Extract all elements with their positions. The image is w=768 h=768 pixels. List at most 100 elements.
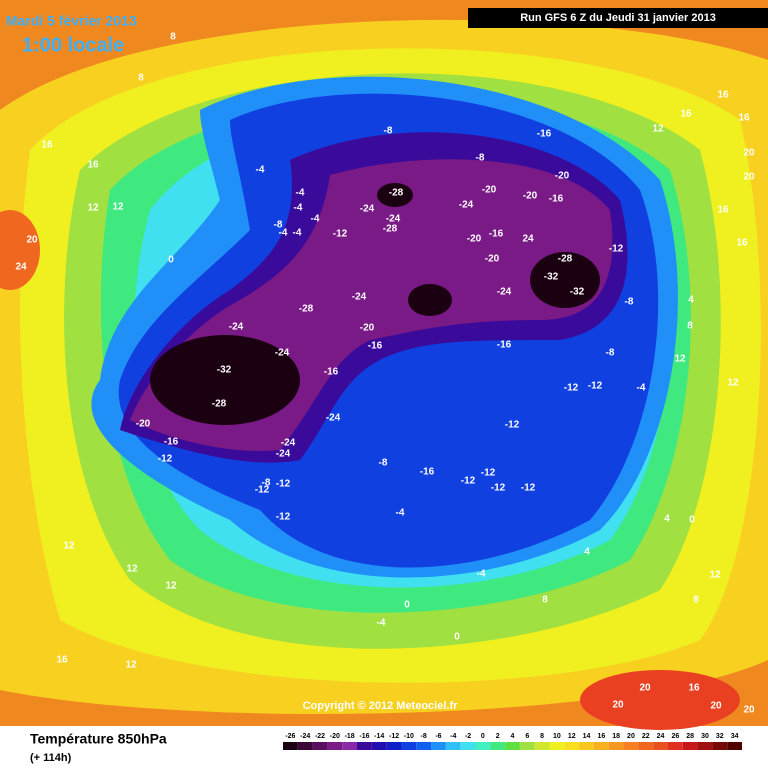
legend-tick: 2 <box>496 733 500 740</box>
legend-tick: 0 <box>481 733 485 740</box>
contour-label: -12 <box>564 383 579 394</box>
contour-label: -4 <box>637 383 646 394</box>
legend-swatch <box>667 742 683 750</box>
contour-label: -32 <box>570 287 585 298</box>
legend-swatch <box>712 742 728 750</box>
legend-swatch <box>697 742 713 750</box>
contour-label: -4 <box>396 508 405 519</box>
legend-tick: -16 <box>359 733 369 740</box>
contour-label: 0 <box>454 632 460 643</box>
contour-label: -16 <box>549 194 564 205</box>
legend-swatch <box>283 742 298 750</box>
color-legend: -26 -24 -22 -20 -18 -16 -14 -12 -10 -8 -6 -4 -2 0 2 4 6 8… <box>283 733 742 750</box>
legend-tick: -4 <box>450 733 456 740</box>
contour-label: 16 <box>738 113 750 124</box>
contour-label: -16 <box>420 467 435 478</box>
contour-label: -20 <box>360 323 375 334</box>
contour-label: -8 <box>379 458 388 469</box>
contour-label: -12 <box>276 479 291 490</box>
time-label: 1:00 locale <box>22 34 124 56</box>
contour-label: 8 <box>138 73 144 84</box>
contour-label: -8 <box>274 220 283 231</box>
contour-label: -4 <box>279 228 288 239</box>
legend-tick: -8 <box>421 733 427 740</box>
legend-tick: -24 <box>300 733 310 740</box>
contour-label: -8 <box>476 153 485 164</box>
contour-label: 12 <box>674 354 686 365</box>
legend-swatch <box>593 742 609 750</box>
contour-label: -4 <box>296 188 305 199</box>
contour-label: 8 <box>693 595 699 606</box>
contour-label: -12 <box>461 476 476 487</box>
legend-tick: 32 <box>716 733 724 740</box>
contour-label: -28 <box>389 188 404 199</box>
legend-swatch <box>727 742 742 750</box>
legend-tick: 26 <box>671 733 679 740</box>
contour-label: -24 <box>276 449 291 460</box>
copyright: Copyright © 2012 Meteociel.fr <box>303 700 459 712</box>
legend-tick: 18 <box>612 733 620 740</box>
contour-label: -12 <box>521 483 536 494</box>
legend-tick: -14 <box>374 733 384 740</box>
contour-label: -16 <box>368 341 383 352</box>
contour-label: 8 <box>687 321 693 332</box>
footer-lead: (+ 114h) <box>30 752 72 764</box>
legend-swatch <box>416 742 432 750</box>
contour-label: 12 <box>126 564 138 575</box>
contour-label: -20 <box>555 171 570 182</box>
contour-label: -24 <box>281 438 296 449</box>
legend-swatch <box>623 742 639 750</box>
legend-swatch <box>357 742 372 750</box>
contour-label: -4 <box>256 165 265 176</box>
contour-label: 24 <box>15 262 27 273</box>
legend-tick: -18 <box>345 733 355 740</box>
contour-label: 16 <box>680 109 692 120</box>
contour-label: -24 <box>229 322 244 333</box>
footer-title: Température 850hPa <box>30 731 167 747</box>
contour-label: -16 <box>537 129 552 140</box>
contour-label: -4 <box>477 569 486 580</box>
legend-swatch <box>297 742 313 750</box>
contour-label: -8 <box>384 126 393 137</box>
legend-swatch <box>608 742 624 750</box>
legend-swatch <box>327 742 343 750</box>
contour-label: 0 <box>168 255 174 266</box>
contour-label: 0 <box>404 600 410 611</box>
legend-tick: 14 <box>583 733 591 740</box>
date-label: Mardi 5 février 2013 <box>6 13 137 29</box>
legend-tick: 6 <box>525 733 529 740</box>
contour-label: -4 <box>293 228 302 239</box>
contour-label: -12 <box>158 454 173 465</box>
run-label: Run GFS 6 Z du Jeudi 31 janvier 2013 <box>520 12 716 24</box>
contour-label: -16 <box>489 229 504 240</box>
legend-tick: 30 <box>701 733 709 740</box>
legend-swatch <box>460 742 476 750</box>
contour-label: -20 <box>136 419 151 430</box>
contour-label: 12 <box>709 570 721 581</box>
contour-label: -12 <box>588 381 603 392</box>
contour-label: -12 <box>481 468 496 479</box>
legend-tick: -10 <box>404 733 414 740</box>
legend-tick: 24 <box>657 733 665 740</box>
legend-swatch <box>682 742 698 750</box>
contour-label: -28 <box>299 304 314 315</box>
contour-label: -12 <box>276 512 291 523</box>
contour-label: -16 <box>164 437 179 448</box>
legend-tick: 28 <box>686 733 694 740</box>
legend-swatch <box>519 742 535 750</box>
legend-swatch <box>505 742 520 750</box>
legend-swatch <box>312 742 328 750</box>
contour-label: 16 <box>87 160 99 171</box>
contour-label: -24 <box>326 413 341 424</box>
contour-label: 20 <box>710 701 722 712</box>
legend-tick: -22 <box>315 733 325 740</box>
contour-label: -20 <box>467 234 482 245</box>
contour-label: -12 <box>491 483 506 494</box>
legend-tick: 10 <box>553 733 561 740</box>
contour-label: -20 <box>485 254 500 265</box>
temperature-fields <box>0 19 768 730</box>
contour-label: 0 <box>689 515 695 526</box>
contour-label: -24 <box>352 292 367 303</box>
legend-swatch <box>475 742 491 750</box>
